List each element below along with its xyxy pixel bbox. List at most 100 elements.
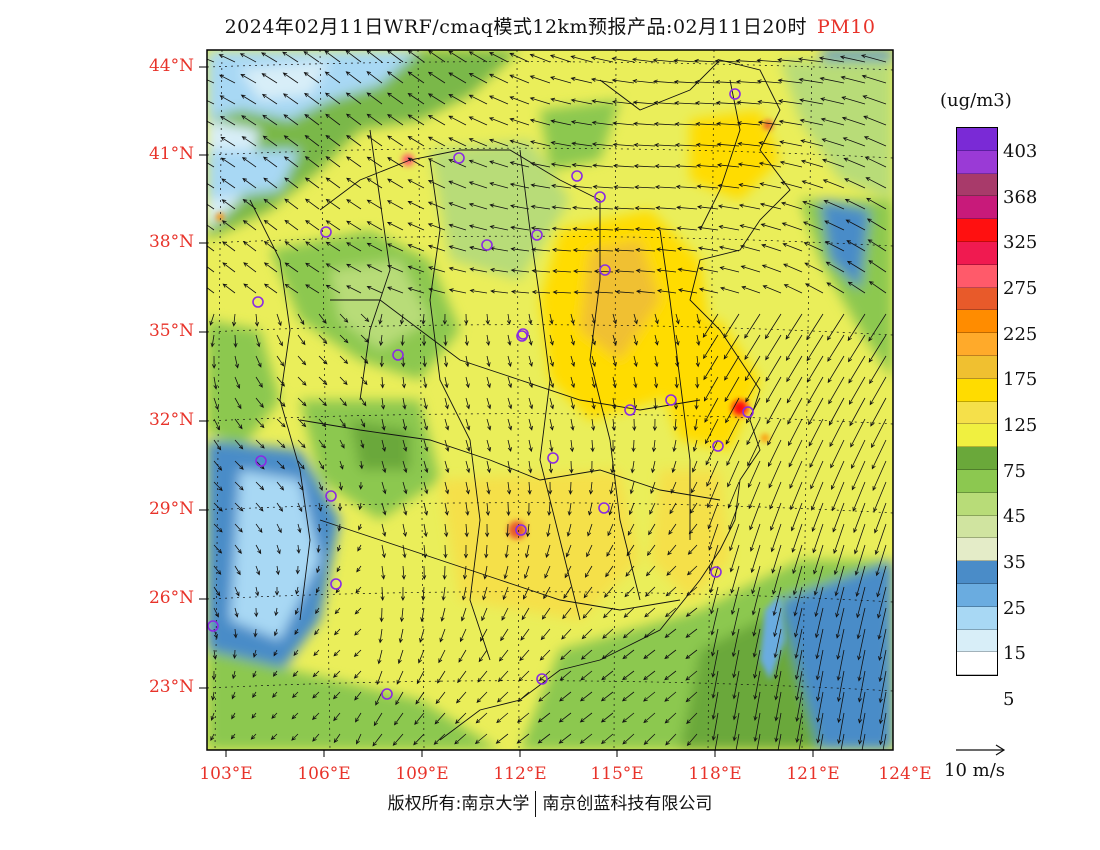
wind-arrow <box>261 73 278 84</box>
wind-arrow <box>715 79 740 85</box>
wind-arrow <box>579 691 593 702</box>
wind-arrow <box>407 287 425 294</box>
wind-arrow <box>260 52 278 63</box>
wind-arrow <box>274 587 280 596</box>
wind-arrow <box>427 244 446 252</box>
wind-arrow <box>673 418 678 432</box>
wind-arrow <box>387 114 404 126</box>
wind-arrow <box>213 586 221 597</box>
wind-arrow <box>709 565 719 594</box>
wind-arrow <box>807 376 824 405</box>
wind-arrow <box>372 733 383 747</box>
wind-arrow <box>668 523 677 535</box>
wind-arrow <box>525 544 530 559</box>
wind-arrow <box>255 586 260 597</box>
wind-arrow <box>475 712 488 724</box>
wind-arrow <box>774 712 782 743</box>
wind-arrow <box>872 460 887 491</box>
wind-arrow <box>292 691 299 699</box>
wind-arrow <box>407 179 425 189</box>
wind-arrow <box>481 607 488 622</box>
wind-arrow <box>674 100 698 106</box>
wind-arrow <box>753 649 761 679</box>
wind-arrow <box>655 205 677 211</box>
pollutant-name: PM10 <box>817 16 876 38</box>
wind-arrow <box>675 184 698 189</box>
wind-arrow <box>580 670 593 681</box>
wind-arrow <box>276 523 282 534</box>
wind-arrow <box>416 670 425 685</box>
wind-arrow <box>497 670 509 683</box>
wind-arrow <box>869 376 887 406</box>
wind-arrow <box>221 199 236 210</box>
wind-arrow <box>297 523 302 534</box>
wind-arrow <box>366 242 383 252</box>
wind-arrow <box>486 460 491 474</box>
wind-arrow <box>571 184 593 189</box>
wind-arrow <box>442 313 447 325</box>
wind-arrow <box>297 502 303 513</box>
wind-arrow <box>407 201 425 210</box>
wind-arrow <box>221 178 236 189</box>
wind-arrow <box>749 523 761 552</box>
wind-arrow <box>815 628 824 660</box>
wind-arrow <box>669 502 677 515</box>
wind-arrow <box>766 397 782 425</box>
wind-arrow <box>685 649 698 660</box>
wind-arrow <box>602 628 614 639</box>
wind-arrow <box>624 586 635 598</box>
wind-arrow <box>234 565 241 576</box>
wind-arrow <box>695 376 700 389</box>
wind-arrow <box>710 607 719 636</box>
wind-arrow <box>222 262 236 273</box>
wind-arrow <box>366 156 383 168</box>
wind-arrow <box>423 418 429 431</box>
wind-arrow <box>846 240 866 252</box>
wind-arrow <box>468 138 488 147</box>
wind-arrow <box>777 733 782 750</box>
wind-arrow <box>305 220 320 231</box>
wind-arrow <box>242 220 257 231</box>
wind-arrow <box>753 670 761 700</box>
wind-arrow <box>407 93 425 105</box>
wind-arrow <box>737 141 761 147</box>
wind-arrow <box>448 137 467 147</box>
wind-arrow <box>692 439 698 453</box>
wind-arrow <box>756 79 782 84</box>
wind-arrow <box>207 79 215 84</box>
wind-arrow <box>570 55 593 63</box>
wind-arrow <box>304 135 320 147</box>
wind-arrow <box>799 118 824 126</box>
wind-arrow <box>415 691 425 705</box>
wind-arrow <box>630 460 635 474</box>
wind-arrow <box>518 670 530 682</box>
wind-arrow <box>622 628 635 639</box>
wind-arrow <box>847 313 866 342</box>
wind-arrow <box>818 56 845 63</box>
wind-arrow <box>476 691 488 703</box>
wind-arrow <box>346 285 362 294</box>
legend-swatch <box>957 128 997 151</box>
wind-arrow <box>612 163 635 169</box>
wind-arrow <box>232 313 237 327</box>
wind-arrow <box>732 712 740 742</box>
wind-arrow <box>841 96 866 105</box>
wind-arrow <box>653 376 659 389</box>
wind-arrow <box>296 544 301 554</box>
wind-arrow <box>366 71 383 84</box>
wind-arrow <box>632 100 656 105</box>
wind-arrow <box>392 733 404 746</box>
wind-arrow <box>443 355 449 368</box>
wind-arrow <box>675 334 680 346</box>
wind-arrow <box>324 92 341 105</box>
city-marker <box>742 406 754 418</box>
wind-arrow <box>687 544 698 555</box>
wind-arrow <box>219 74 236 84</box>
wind-arrow <box>243 262 257 273</box>
wind-arrow <box>762 285 782 294</box>
wind-arrow <box>240 94 257 105</box>
wind-arrow <box>774 670 782 701</box>
wind-arrow <box>305 284 320 294</box>
wind-arrow <box>399 313 405 325</box>
wind-arrow <box>380 376 385 389</box>
